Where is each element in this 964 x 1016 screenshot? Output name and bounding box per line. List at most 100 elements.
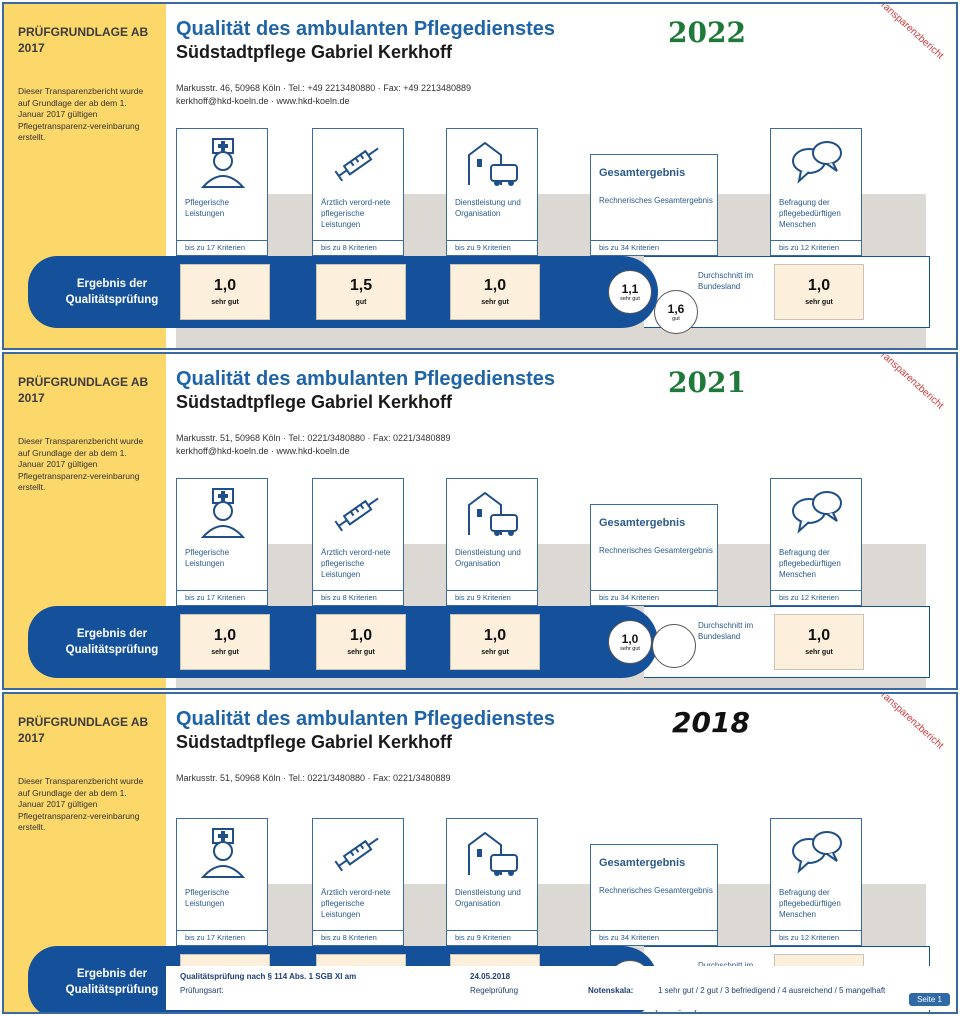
overall-value: 1,1 (621, 282, 639, 296)
card-dienstleistung: Dienstleistung und Organisation bis zu 9… (446, 128, 538, 256)
report-panel-2022: PRÜFGRUNDLAGE AB 2017 Dieser Transparenz… (2, 2, 958, 350)
speech-bubbles-icon (792, 831, 842, 874)
pruef-label: Qualitätsprüfung nach § 114 Abs. 1 SGB X… (180, 972, 357, 981)
notenskala-label: Notenskala: (588, 986, 634, 995)
card-criteria: bis zu 34 Kriterien (591, 590, 717, 605)
nurse-icon (200, 138, 246, 188)
report-year: 2018 (672, 706, 750, 739)
gesamt-subtitle: Rechnerisches Gesamtergebnis (599, 886, 713, 895)
card-befragung: Befragung der pflegebedürftigen Menschen… (770, 128, 862, 256)
state-average-label: Durchschnitt im Bundesland (698, 271, 754, 291)
card-label: Befragung der pflegebedürftigen Menschen (779, 198, 841, 229)
transparency-stamp: Transparenzbericht (874, 352, 946, 412)
state-average-circle: 1,6 gut (654, 290, 698, 334)
house-car-icon (468, 491, 518, 536)
card-criteria: bis zu 34 Kriterien (591, 930, 717, 945)
card-aerztlich-verordnet: Ärztlich verord-nete pflegerische Leistu… (312, 818, 404, 946)
transparency-stamp: Transparenzbericht (874, 692, 946, 752)
basis-note: Dieser Transparenzbericht wurde auf Grun… (18, 86, 144, 142)
card-dienstleistung: Dienstleistung und Organisation bis zu 9… (446, 818, 538, 946)
card-label: Pflegerische Leistungen (185, 888, 230, 908)
card-criteria: bis zu 17 Kriterien (177, 930, 267, 945)
grade-word: gut (355, 299, 367, 306)
grade-box-aerztlich: 1,5 gut (316, 264, 406, 320)
card-aerztlich-verordnet: Ärztlich verord-nete pflegerische Leistu… (312, 128, 404, 256)
state-average-value: 1,6 (667, 302, 685, 316)
basis-note: Dieser Transparenzbericht wurde auf Grun… (18, 436, 144, 492)
address-block: Markusstr. 51, 50968 Köln · Tel.: 0221/3… (176, 432, 451, 458)
report-title: Qualität des ambulanten Pflegedienstes (176, 708, 555, 730)
card-label: Dienstleistung und Organisation (455, 888, 521, 908)
card-criteria: bis zu 9 Kriterien (447, 590, 537, 605)
card-criteria: bis zu 8 Kriterien (313, 240, 403, 255)
grade-box-pflegerisch: 1,0 sehr gut (180, 614, 270, 670)
basis-label: PRÜFGRUNDLAGE AB 2017 (18, 25, 149, 55)
grade-box-pflegerisch: 1,0 sehr gut (180, 264, 270, 320)
grade-value: 1,0 (807, 627, 831, 644)
report-year: 2021 (668, 366, 746, 399)
overall-word: sehr gut (620, 296, 640, 302)
house-car-icon (468, 831, 518, 876)
speech-bubbles-icon (792, 491, 842, 534)
report-footer: Qualitätsprüfung nach § 114 Abs. 1 SGB X… (166, 966, 956, 1010)
overall-value: 1,0 (621, 632, 639, 646)
card-dienstleistung: Dienstleistung und Organisation bis zu 9… (446, 478, 538, 606)
pruef-art-value: Regelprüfung (470, 986, 519, 995)
card-label: Dienstleistung und Organisation (455, 548, 521, 568)
grade-word: sehr gut (805, 649, 833, 656)
grade-value: 1,0 (213, 627, 237, 644)
address-line: Markusstr. 51, 50968 Köln · Tel.: 0221/3… (176, 773, 451, 783)
gesamt-subtitle: Rechnerisches Gesamtergebnis (599, 196, 713, 205)
state-average-circle (652, 624, 696, 668)
house-car-icon (468, 141, 518, 186)
grade-value: 1,0 (483, 627, 507, 644)
gesamt-title: Gesamtergebnis (599, 517, 686, 529)
pruef-art-label: Prüfungsart: (180, 986, 224, 995)
state-average-word: gut (672, 316, 680, 322)
grade-value: 1,0 (349, 627, 373, 644)
card-label: Ärztlich verord-nete pflegerische Leistu… (321, 888, 391, 919)
card-befragung: Befragung der pflegebedürftigen Menschen… (770, 818, 862, 946)
card-gesamtergebnis: Gesamtergebnis Rechnerisches Gesamtergeb… (590, 154, 718, 256)
card-criteria: bis zu 12 Kriterien (771, 590, 861, 605)
card-label: Pflegerische Leistungen (185, 198, 230, 218)
card-pflegerische-leistungen: Pflegerische Leistungen bis zu 17 Kriter… (176, 818, 268, 946)
card-criteria: bis zu 17 Kriterien (177, 240, 267, 255)
basis-label: PRÜFGRUNDLAGE AB 2017 (18, 375, 149, 405)
transparency-stamp: Transparenzbericht (874, 2, 946, 62)
card-criteria: bis zu 9 Kriterien (447, 930, 537, 945)
grade-value: 1,0 (213, 277, 237, 294)
grade-word: sehr gut (347, 649, 375, 656)
grade-box-befragung: 1,0 sehr gut (774, 614, 864, 670)
result-band-label: Ergebnis der Qualitätsprüfung (65, 628, 159, 656)
basis-label: PRÜFGRUNDLAGE AB 2017 (18, 715, 149, 745)
address-block: Markusstr. 46, 50968 Köln · Tel.: +49 22… (176, 82, 471, 108)
card-criteria: bis zu 34 Kriterien (591, 240, 717, 255)
contact-line: kerkhoff@hkd-koeln.de · www.hkd-koeln.de (176, 446, 350, 456)
report-panel-2021: PRÜFGRUNDLAGE AB 2017 Dieser Transparenz… (2, 352, 958, 690)
grade-box-dienstleistung: 1,0 sehr gut (450, 614, 540, 670)
syringe-icon (334, 497, 379, 532)
card-criteria: bis zu 8 Kriterien (313, 930, 403, 945)
overall-word: sehr gut (620, 646, 640, 652)
card-label: Befragung der pflegebedürftigen Menschen (779, 888, 841, 919)
card-gesamtergebnis: Gesamtergebnis Rechnerisches Gesamtergeb… (590, 504, 718, 606)
card-pflegerische-leistungen: Pflegerische Leistungen bis zu 17 Kriter… (176, 128, 268, 256)
grade-word: sehr gut (481, 299, 509, 306)
grade-box-aerztlich: 1,0 sehr gut (316, 614, 406, 670)
syringe-icon (334, 837, 379, 872)
grade-value: 1,0 (807, 277, 831, 294)
grade-box-dienstleistung: 1,0 sehr gut (450, 264, 540, 320)
card-pflegerische-leistungen: Pflegerische Leistungen bis zu 17 Kriter… (176, 478, 268, 606)
nurse-icon (200, 828, 246, 878)
gesamt-title: Gesamtergebnis (599, 167, 686, 179)
grade-word: sehr gut (211, 299, 239, 306)
gesamt-title: Gesamtergebnis (599, 857, 686, 869)
card-aerztlich-verordnet: Ärztlich verord-nete pflegerische Leistu… (312, 478, 404, 606)
overall-grade-circle: 1,0 sehr gut (608, 620, 652, 664)
report-title: Qualität des ambulanten Pflegedienstes (176, 368, 555, 390)
state-average-label: Durchschnitt im Bundesland (698, 621, 754, 641)
card-label: Ärztlich verord-nete pflegerische Leistu… (321, 548, 391, 579)
report-panel-2018: PRÜFGRUNDLAGE AB 2017 Dieser Transparenz… (2, 692, 958, 1014)
report-title: Qualität des ambulanten Pflegedienstes (176, 18, 555, 40)
